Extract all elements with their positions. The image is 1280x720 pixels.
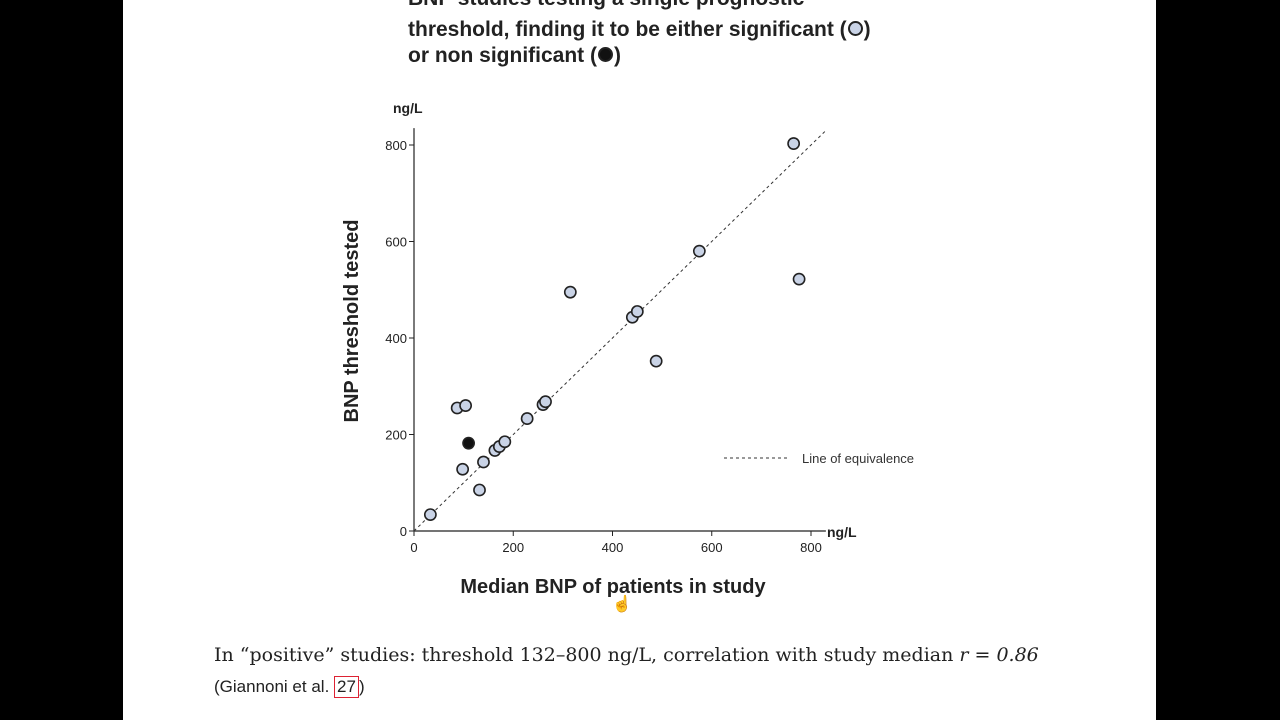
line-of-equivalence — [413, 130, 827, 532]
significant-point — [539, 395, 552, 409]
correlation-value: r = 0.86 — [959, 644, 1039, 666]
chart-labels: ng/L ng/L Median BNP of patients in study B… — [341, 100, 857, 598]
y-axis-title: BNP threshold tested — [341, 220, 363, 423]
significant-point — [459, 399, 473, 412]
citation: (Giannoni et al. 27) — [214, 676, 365, 698]
y-tick-label: 0 — [400, 524, 407, 539]
slide: BNP studies testing a single prognostic … — [123, 0, 1156, 720]
significant-point — [423, 508, 437, 521]
data-points — [423, 137, 806, 521]
significant-point — [473, 483, 486, 497]
significant-point — [787, 137, 801, 150]
title-line-3-text: or non significant ( — [408, 44, 597, 67]
significant-point — [649, 354, 663, 368]
non-significant-point — [462, 436, 475, 450]
significant-point — [630, 305, 644, 318]
citation-suffix: ) — [358, 677, 365, 696]
legend-label: Line of equivalence — [802, 451, 914, 466]
caption-text: In “positive” studies: threshold 132–800… — [214, 644, 960, 666]
significant-point — [456, 462, 470, 476]
chart-title-line-1: BNP studies testing a single prognostic — [408, 0, 804, 11]
significant-point — [498, 435, 512, 449]
reference-line-group: Line of equivalence — [413, 130, 914, 532]
y-tick-label: 200 — [385, 428, 407, 443]
x-tick-label: 200 — [502, 540, 524, 555]
scatter-chart: 0 200 400 600 800 0 200 400 600 800 Line of equiv… — [341, 100, 914, 598]
significant-point — [792, 272, 806, 286]
x-tick-label: 600 — [701, 540, 723, 555]
title-line-2-close: ) — [863, 18, 871, 41]
y-tick-label: 400 — [385, 331, 407, 346]
slide-caption: In “positive” studies: threshold 132–800… — [214, 644, 1039, 666]
non-significant-marker-icon — [598, 46, 613, 62]
citation-prefix: (Giannoni et al. — [214, 677, 335, 696]
hand-cursor-icon: ☝ — [612, 596, 632, 613]
x-tick-label: 800 — [800, 540, 822, 555]
x-tick-label: 0 — [410, 540, 417, 555]
x-axis-title: Median BNP of patients in study — [460, 576, 766, 598]
x-unit-label: ng/L — [827, 524, 857, 540]
x-tick-label: 400 — [602, 540, 624, 555]
title-line-3-close: ) — [614, 44, 621, 67]
y-tick-label: 600 — [385, 235, 407, 250]
chart-axes: 0 200 400 600 800 0 200 400 600 800 — [385, 128, 826, 555]
significant-point — [477, 455, 490, 469]
citation-reference-link[interactable]: 27 — [334, 676, 359, 698]
significant-point — [563, 285, 577, 299]
significant-point — [692, 244, 706, 258]
y-tick-label: 800 — [385, 138, 407, 153]
title-line-2-text: threshold, finding it to be either signi… — [408, 18, 847, 41]
chart-title-line-2: threshold, finding it to be either signi… — [408, 18, 871, 42]
significant-point — [520, 412, 534, 425]
y-unit-label: ng/L — [393, 100, 423, 116]
significant-marker-icon — [847, 20, 863, 36]
chart-title-line-3: or non significant () — [408, 44, 621, 68]
